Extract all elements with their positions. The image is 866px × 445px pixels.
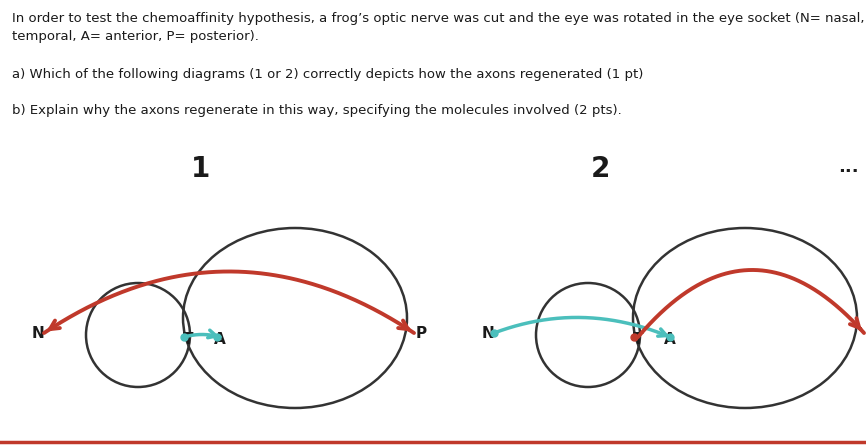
Text: T: T <box>633 332 643 348</box>
Text: N: N <box>482 325 494 340</box>
Text: ...: ... <box>837 158 858 176</box>
Text: 2: 2 <box>591 155 610 183</box>
Text: T: T <box>183 332 193 348</box>
Text: P: P <box>416 325 427 340</box>
Text: temporal, A= anterior, P= posterior).: temporal, A= anterior, P= posterior). <box>12 30 259 43</box>
Text: A: A <box>664 332 675 348</box>
Text: A: A <box>214 332 226 348</box>
Text: b) Explain why the axons regenerate in this way, specifying the molecules involv: b) Explain why the axons regenerate in t… <box>12 104 622 117</box>
Text: N: N <box>32 325 45 340</box>
Text: 1: 1 <box>191 155 210 183</box>
Text: In order to test the chemoaffinity hypothesis, a frog’s optic nerve was cut and : In order to test the chemoaffinity hypot… <box>12 12 866 25</box>
Text: a) Which of the following diagrams (1 or 2) correctly depicts how the axons rege: a) Which of the following diagrams (1 or… <box>12 68 643 81</box>
